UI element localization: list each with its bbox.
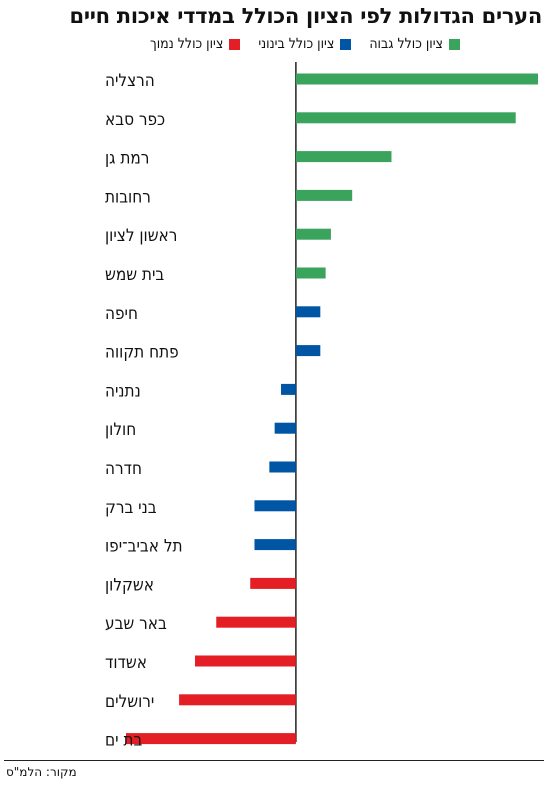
category-label-17: בת ים: [105, 731, 142, 751]
category-label-16: ירושלים: [105, 692, 154, 712]
category-label-14: באר שבע: [105, 614, 167, 634]
category-label-0: הרצליה: [105, 71, 155, 91]
category-label-7: פתח תקווה: [105, 343, 179, 363]
source-divider: [4, 760, 544, 761]
legend-swatch-high: [449, 38, 460, 50]
bar-7: [295, 345, 321, 357]
category-label-3: רחובות: [105, 187, 151, 207]
category-label-8: נתניה: [105, 381, 141, 401]
bar-9: [274, 422, 296, 434]
legend-item-medium: ציון כולל בינוני: [258, 36, 352, 52]
legend-item-low: ציון כולל נמוך: [149, 36, 241, 52]
legend-swatch-medium: [340, 38, 352, 50]
category-label-9: חולון: [105, 420, 136, 440]
category-label-13: אשקלון: [105, 575, 154, 595]
bar-6: [295, 306, 321, 318]
bar-12: [254, 539, 296, 551]
category-label-10: חדרה: [105, 459, 142, 479]
category-label-4: ראשון לציון: [105, 226, 177, 246]
bar-4: [295, 228, 331, 240]
legend-label-low: ציון כולל נמוך: [149, 36, 224, 52]
bar-14: [216, 616, 296, 628]
source-note: מקור: הלמ"ס: [6, 765, 77, 779]
bar-2: [295, 151, 392, 163]
legend-item-high: ציון כולל גבוה: [369, 36, 460, 52]
bar-13: [250, 577, 296, 589]
category-label-6: חיפה: [105, 304, 138, 324]
legend-swatch-low: [229, 38, 241, 50]
bar-11: [254, 500, 296, 512]
bar-10: [269, 461, 296, 473]
category-label-15: אשדוד: [105, 653, 147, 673]
legend: ציון כולל גבוה ציון כולל בינוני ציון כול…: [150, 36, 460, 52]
category-label-5: בית שמש: [105, 265, 164, 285]
bar-1: [295, 112, 516, 124]
bar-17: [126, 733, 296, 745]
bar-5: [295, 267, 326, 279]
category-label-2: רמת גן: [105, 149, 149, 169]
category-label-1: כפר סבא: [105, 110, 165, 130]
bar-16: [179, 694, 296, 706]
category-label-12: תל אביב־יפו: [105, 537, 183, 557]
chart-title: הערים הגדולות לפי הציון הכולל במדדי איכו…: [69, 4, 543, 28]
legend-label-medium: ציון כולל בינוני: [258, 36, 335, 52]
bar-0: [295, 73, 538, 85]
category-label-11: בני ברק: [105, 498, 157, 518]
bar-3: [295, 189, 353, 201]
bar-15: [195, 655, 296, 667]
legend-label-high: ציון כולל גבוה: [369, 36, 443, 52]
bar-8: [281, 383, 296, 395]
